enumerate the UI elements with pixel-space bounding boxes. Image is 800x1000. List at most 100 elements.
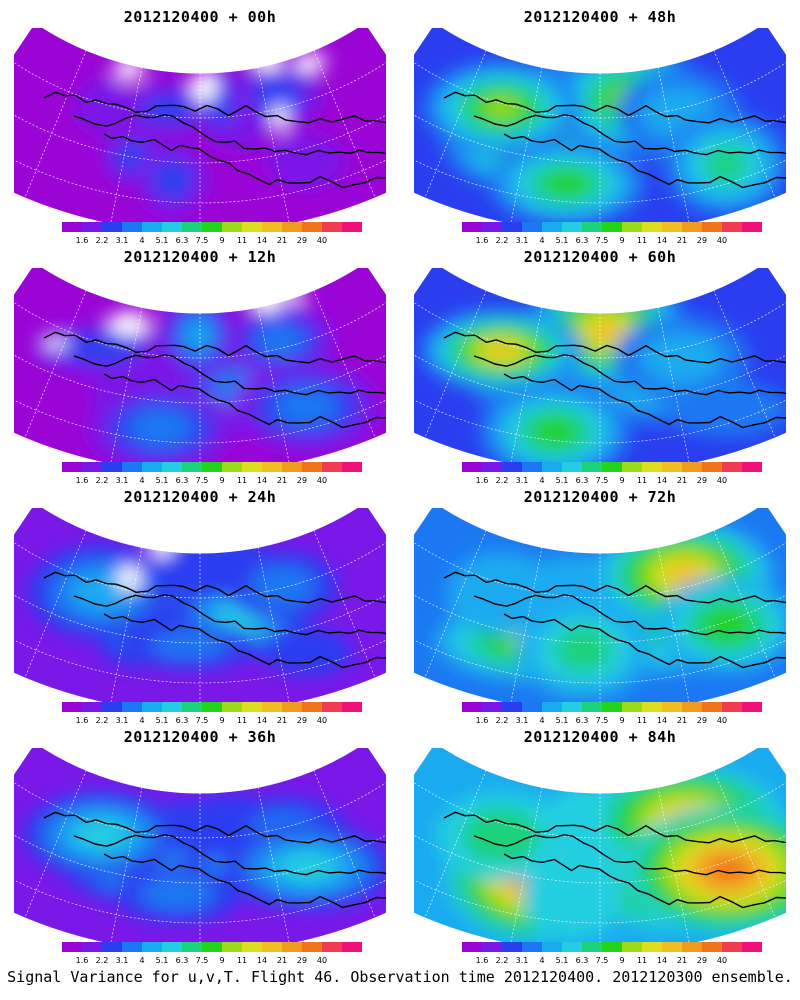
field-contour (545, 172, 589, 196)
colorbar-swatch (522, 222, 543, 232)
colorbar-swatch (182, 942, 203, 952)
coastline (43, 91, 386, 125)
panel-title: 2012120400 + 12h (123, 248, 277, 266)
field-contour (591, 320, 622, 342)
colorbar-swatch (642, 702, 663, 712)
colorbar-label: 21 (276, 476, 288, 485)
colorbar (62, 462, 362, 472)
colorbar-label: 11 (636, 716, 648, 725)
colorbar-label: 14 (656, 236, 668, 245)
colorbar-swatch (82, 942, 103, 952)
colorbar-swatch (482, 222, 503, 232)
coastline (43, 811, 386, 845)
colorbar-swatch (202, 702, 223, 712)
colorbar-label: 1.6 (475, 236, 489, 245)
colorbar-label: 3.1 (515, 956, 529, 965)
map-outline (414, 268, 786, 464)
colorbar-label: 40 (716, 476, 728, 485)
colorbar-label: 3.1 (515, 236, 529, 245)
colorbar-label: 4 (139, 476, 145, 485)
colorbar-label: 29 (296, 476, 308, 485)
below-scale-area (150, 527, 174, 559)
field-contour (522, 855, 622, 941)
colorbar-swatch (502, 942, 523, 952)
colorbar-label: 14 (256, 716, 268, 725)
coastline (473, 114, 786, 156)
map-outline (14, 28, 386, 224)
colorbar-label: 4 (139, 236, 145, 245)
colorbar-swatch (742, 942, 762, 952)
colorbar-swatch (262, 702, 283, 712)
colorbar-label: 3.1 (115, 476, 129, 485)
graticule-meridian (24, 290, 87, 439)
graticule-meridian (257, 547, 290, 704)
coastline (43, 331, 386, 365)
field-contour (151, 158, 194, 201)
graticule-parallel (14, 748, 386, 839)
colorbar-label: 5.1 (555, 956, 569, 965)
colorbar-swatch (642, 942, 663, 952)
colorbar-label: 1.6 (475, 476, 489, 485)
graticule-meridian (24, 50, 87, 199)
colorbar-label: 9 (219, 236, 225, 245)
colorbar-swatch (282, 942, 303, 952)
colorbar-label: 3.1 (115, 236, 129, 245)
colorbar-swatch (162, 942, 183, 952)
coastline (503, 853, 786, 909)
field-contour (640, 332, 723, 385)
panel-title: 2012120400 + 00h (123, 8, 277, 26)
colorbar-swatch (742, 702, 762, 712)
colorbar-label: 1.6 (475, 716, 489, 725)
coastline (473, 354, 786, 396)
map-panel: 2012120400 + 24h 1.6 2.2 3.1 4 5.1 6.3 7.5 9 11 14… (0, 480, 400, 725)
graticule-parallel (414, 28, 786, 164)
variance-map (14, 28, 386, 224)
colorbar-label: 1.6 (75, 716, 89, 725)
colorbar-label: 6.3 (575, 716, 589, 725)
colorbar-swatch (82, 222, 103, 232)
colorbar-label: 6.3 (175, 956, 189, 965)
colorbar-label: 14 (656, 716, 668, 725)
colorbar-label: 7.5 (595, 956, 609, 965)
coastline (43, 571, 386, 605)
colorbar-label: 9 (219, 956, 225, 965)
below-scale-area (286, 285, 305, 304)
colorbar-label: 2.2 (495, 236, 509, 245)
colorbar-swatch (602, 942, 623, 952)
colorbar-swatch (182, 222, 203, 232)
below-scale-area (253, 56, 285, 71)
colorbar-swatch (162, 702, 183, 712)
graticule-meridian (713, 290, 776, 439)
map-panel: 2012120400 + 72h 1.6 2.2 3.1 4 5.1 6.3 7.5 9 11 14… (400, 480, 800, 725)
variance-map (414, 28, 786, 224)
colorbar-label: 2.2 (95, 236, 109, 245)
coastline (73, 594, 386, 636)
colorbar-label: 6.3 (175, 716, 189, 725)
colorbar-swatch (82, 702, 103, 712)
map-outline (14, 508, 386, 704)
colorbar-swatch (322, 702, 343, 712)
map-outline (14, 268, 386, 464)
colorbar-swatch (622, 462, 643, 472)
colorbar-swatch (282, 462, 303, 472)
field-contour (483, 96, 520, 119)
colorbar-swatch (562, 702, 583, 712)
field-contour (703, 608, 751, 641)
field-contour (139, 876, 216, 911)
colorbar-swatch (682, 942, 703, 952)
colorbar-swatch (342, 222, 362, 232)
colorbar-swatch (162, 462, 183, 472)
colorbar-swatch (242, 462, 263, 472)
colorbar-swatch (262, 462, 283, 472)
colorbar-swatch (302, 222, 323, 232)
colorbar-swatch (222, 702, 243, 712)
field-contour (185, 321, 211, 350)
colorbar-swatch (102, 702, 123, 712)
colorbar (462, 702, 762, 712)
colorbar-swatch (102, 222, 123, 232)
colorbar-label: 21 (676, 476, 688, 485)
field-contour (274, 387, 339, 426)
colorbar-swatch (182, 462, 203, 472)
colorbar-swatch (662, 702, 683, 712)
colorbar-swatch (622, 222, 643, 232)
